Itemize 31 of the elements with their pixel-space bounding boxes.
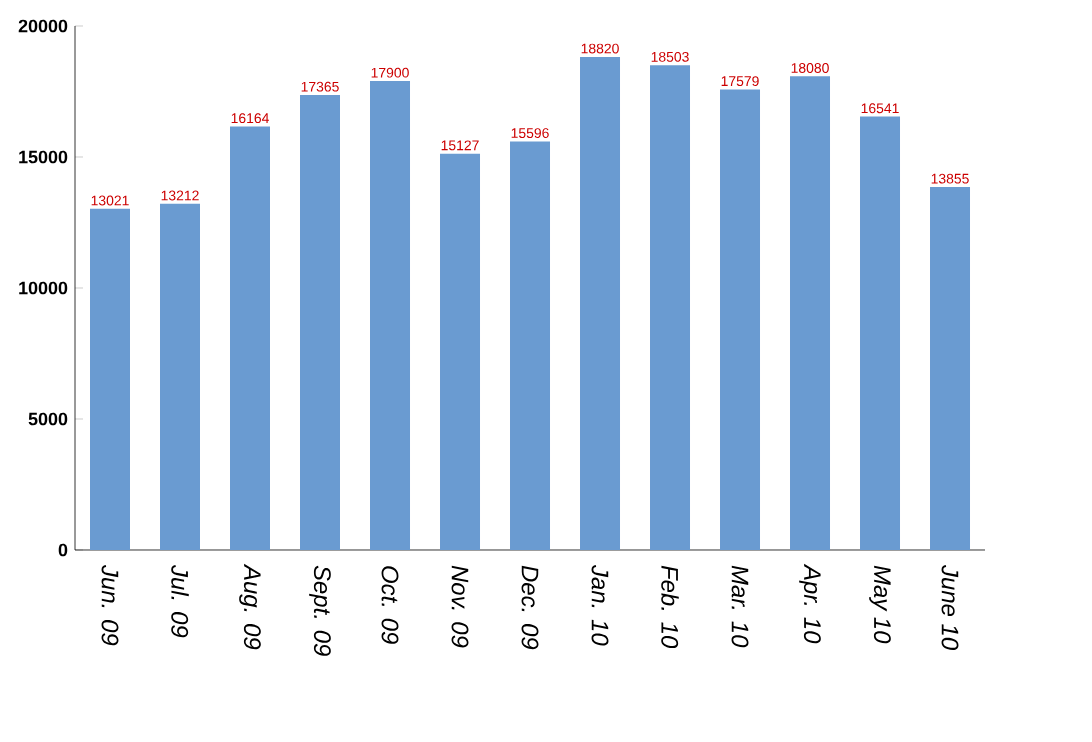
bar (790, 76, 831, 550)
bar (860, 116, 901, 550)
y-tick-label: 20000 (18, 19, 68, 33)
bar (370, 81, 411, 550)
x-tick-label: Jul. 09 (171, 564, 189, 638)
x-tick-label: Jan. 10 (591, 564, 609, 646)
bar (440, 153, 481, 550)
y-tick-label: 10000 (19, 281, 68, 295)
x-tick-label: Dec. 09 (521, 565, 539, 650)
x-tick-label: Oct. 09 (381, 566, 399, 644)
x-tick-label: Jun. 09 (101, 564, 119, 646)
x-tick-label: Feb. 10 (661, 565, 679, 649)
bar (230, 126, 270, 550)
bar (580, 56, 621, 550)
x-tick-label: May 10 (869, 565, 891, 644)
x-tick-label: Nov. 09 (451, 565, 469, 648)
y-tick-label: 15000 (19, 150, 68, 164)
bar (930, 186, 971, 550)
y-tick-label: 0 (58, 543, 68, 557)
bar (510, 141, 551, 550)
bar (720, 89, 761, 550)
x-tick-label: Mar. 10 (731, 565, 749, 648)
x-tick-label: Apr. 10 (799, 563, 821, 644)
x-tick-label: Aug. 09 (239, 563, 261, 650)
y-tick-label: 5000 (28, 412, 68, 426)
x-tick-label: June 10 (941, 564, 959, 650)
bar (160, 203, 200, 550)
bar (650, 65, 691, 550)
bar (300, 95, 340, 550)
bar (90, 208, 130, 550)
x-tick-label: Sept. 09 (309, 565, 331, 656)
